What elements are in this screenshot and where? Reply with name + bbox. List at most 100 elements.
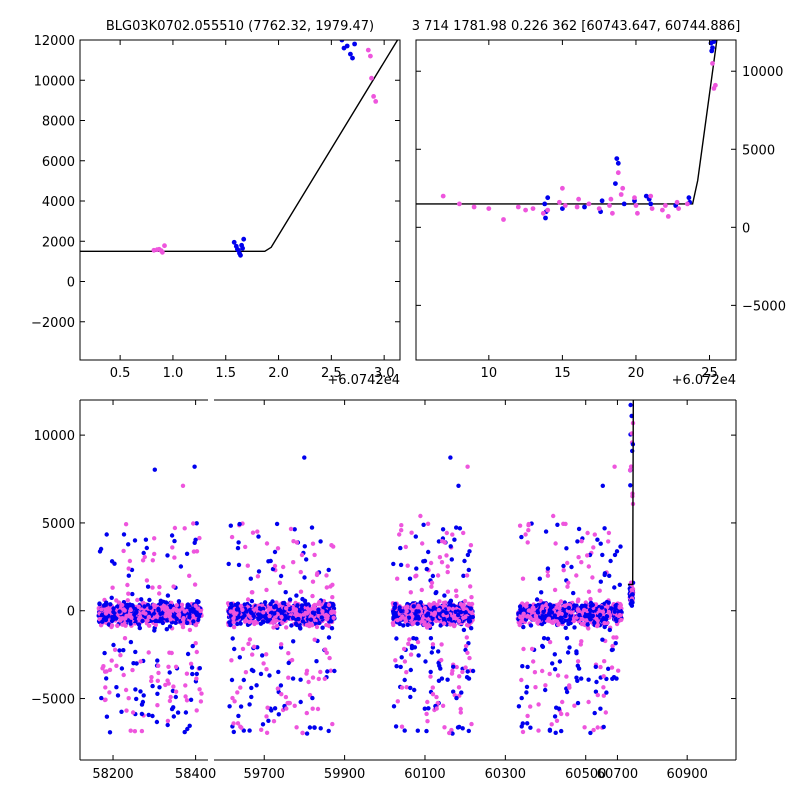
panel3-data-point <box>406 641 411 646</box>
panel3-data-point <box>602 659 607 664</box>
panel3-data-point <box>259 727 264 732</box>
panel2-data-point-1 <box>632 195 637 201</box>
panel3-data-point <box>402 677 407 683</box>
panel3-data-point <box>107 690 112 695</box>
panel3-data-point <box>238 603 244 609</box>
panel3-data-point <box>171 684 176 689</box>
panel3-data-point <box>617 612 622 618</box>
panel3-data-point <box>146 650 151 655</box>
panel3-data-point <box>180 483 186 488</box>
panel3-data-point <box>463 665 468 670</box>
panel3-data-point <box>566 621 571 627</box>
panel3-data-point <box>420 541 425 546</box>
panel3-data-point <box>102 607 107 612</box>
panel3-data-point <box>456 612 461 618</box>
panel3-data-point <box>185 651 191 657</box>
panel3-data-point <box>447 730 452 736</box>
panel3-data-point <box>261 661 266 666</box>
panel3-data-point <box>131 661 136 666</box>
panel3-data-point <box>458 609 464 615</box>
panel3-data-point <box>426 549 431 555</box>
panel3-data-point <box>441 600 446 606</box>
panel3-data-point <box>272 611 277 616</box>
panel3-data-point <box>569 564 574 570</box>
panel3-x-tick-label: 60700 <box>597 767 638 782</box>
panel3-data-point <box>246 641 251 646</box>
panel3-data-point <box>121 607 127 612</box>
panel3-data-point <box>232 699 237 704</box>
panel2-data-point-1 <box>618 192 624 197</box>
panel3-data-point <box>123 522 129 527</box>
panel3-data-point <box>535 610 541 615</box>
panel3-data-point <box>582 725 587 730</box>
panel3-data-point <box>287 700 292 706</box>
panel3-data-point <box>454 695 459 701</box>
panel3-event-point <box>628 464 634 469</box>
panel3-data-point <box>586 589 592 594</box>
panel2-data-point-1 <box>633 203 639 208</box>
panel3-data-point <box>326 635 332 640</box>
panel3-data-point <box>395 618 400 623</box>
panel3-data-point <box>111 606 116 611</box>
panel3-data-point <box>421 522 426 527</box>
panel3-data-point <box>152 467 157 472</box>
panel3-data-point <box>118 653 123 658</box>
panel3-data-point <box>563 603 568 608</box>
panel3-data-point <box>619 617 624 623</box>
panel3-data-point <box>152 603 157 608</box>
panel3-data-point <box>404 685 409 690</box>
panel3-data-point <box>602 620 607 626</box>
panel3-data-point <box>329 626 335 631</box>
panel3-data-point <box>465 552 471 558</box>
panel3-data-point <box>399 528 404 533</box>
panel3-data-point <box>232 646 237 652</box>
panel3-data-point <box>184 671 190 676</box>
panel3-data-point <box>541 636 547 641</box>
panel1-data-point-0 <box>231 239 237 245</box>
panel3-data-point <box>539 621 545 627</box>
panel3-data-point <box>293 610 298 615</box>
panel3-data-point <box>553 541 558 546</box>
panel3-data-point <box>144 578 150 583</box>
panel3-data-point <box>421 559 426 564</box>
panel3-data-point <box>123 687 129 693</box>
panel3-data-point <box>590 575 595 580</box>
panel3-data-point <box>449 557 454 562</box>
panel3-data-point <box>119 709 124 714</box>
panel3-data-point <box>251 668 256 674</box>
panel3-data-point <box>310 695 315 701</box>
panel3-data-point <box>168 603 173 609</box>
panel3-data-point <box>157 584 162 590</box>
panel3-data-point <box>326 567 331 573</box>
panel3-data-point <box>130 667 135 673</box>
panel3-data-point <box>451 664 456 669</box>
panel3-data-point <box>264 541 270 546</box>
panel3-data-point <box>103 611 109 616</box>
panel3-data-point <box>185 604 190 610</box>
panel3-data-point <box>271 719 277 724</box>
panel3-data-point <box>457 526 463 531</box>
panel3-data-point <box>588 596 593 602</box>
panel3-data-point <box>448 598 454 603</box>
panel3-data-point <box>430 573 436 579</box>
panel3-data-point <box>244 609 249 614</box>
panel3-data-point <box>145 584 151 589</box>
panel3-data-point <box>586 564 591 569</box>
panel3-data-point <box>539 590 544 595</box>
panel3-data-point <box>601 685 606 690</box>
panel3-data-point <box>430 616 435 621</box>
panel3-data-point <box>320 609 325 614</box>
panel3-data-point <box>140 558 146 563</box>
panel3-data-point <box>194 676 199 681</box>
panel3-data-point <box>552 613 557 618</box>
panel3-data-point <box>168 694 173 700</box>
panel3-data-point <box>255 574 261 579</box>
panel3-data-point <box>168 617 173 622</box>
panel3-data-point <box>434 590 439 595</box>
panel2-data-point-0 <box>709 48 715 54</box>
panel3-data-point <box>159 616 165 622</box>
panel2-data-point-1 <box>676 206 681 212</box>
panel2-data-point-0 <box>615 160 621 166</box>
panel3-data-point <box>231 616 236 621</box>
panel3-data-point <box>519 724 524 729</box>
